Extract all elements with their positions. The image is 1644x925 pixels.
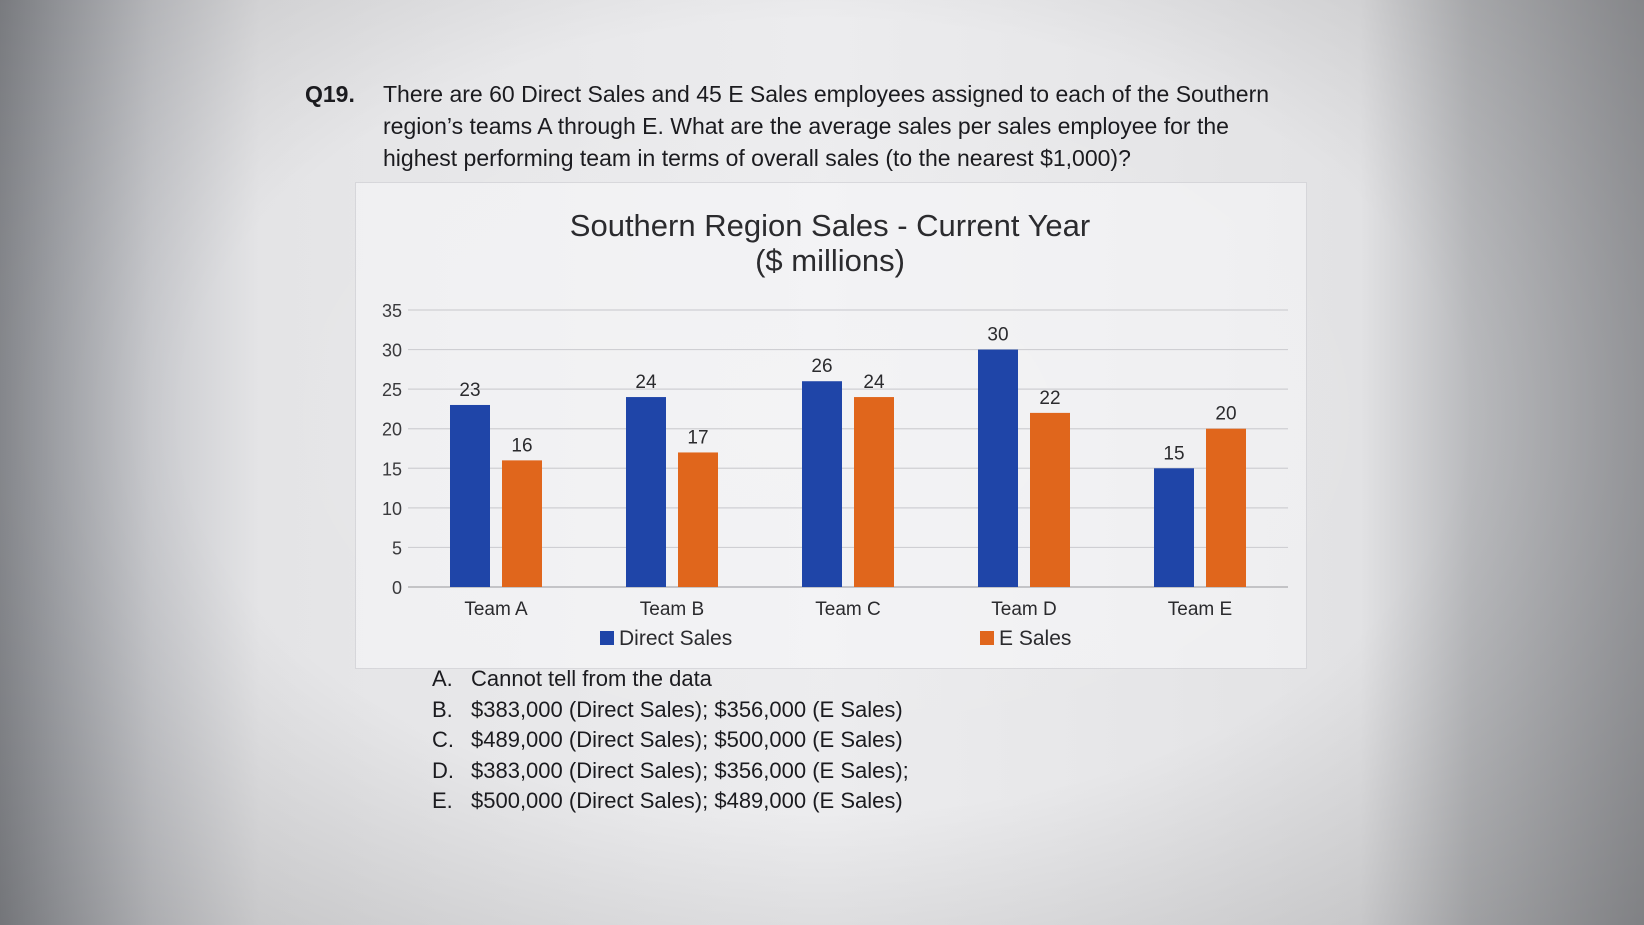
chart-title-line1: Southern Region Sales - Current Year bbox=[569, 208, 1091, 243]
x-tick-label: Team D bbox=[991, 599, 1056, 620]
chart-title: Southern Region Sales - Current Year ($ … bbox=[355, 208, 1305, 278]
y-tick-label: 10 bbox=[382, 499, 402, 519]
bar-direct-sales bbox=[450, 404, 490, 587]
bar-direct-sales bbox=[978, 349, 1018, 587]
bar-e-sales bbox=[1030, 412, 1070, 587]
bar-e-sales bbox=[502, 460, 542, 587]
chart-title-line2: ($ millions) bbox=[755, 243, 905, 278]
data-label: 24 bbox=[863, 372, 885, 393]
answer-list: A. Cannot tell from the data B. $383,000… bbox=[432, 664, 1132, 817]
answer-text: $383,000 (Direct Sales); $356,000 (E Sal… bbox=[471, 757, 909, 783]
data-label: 20 bbox=[1215, 404, 1236, 425]
bar-direct-sales bbox=[1154, 468, 1194, 587]
answer-option-b[interactable]: B. $383,000 (Direct Sales); $356,000 (E … bbox=[432, 695, 1132, 726]
answer-option-e[interactable]: E. $500,000 (Direct Sales); $489,000 (E … bbox=[432, 786, 1132, 817]
answer-text: Cannot tell from the data bbox=[471, 666, 712, 691]
y-tick-label: 0 bbox=[392, 578, 402, 598]
legend-label: E Sales bbox=[999, 627, 1071, 650]
y-tick-label: 20 bbox=[382, 420, 402, 440]
answer-letter: A. bbox=[432, 666, 453, 691]
answer-option-c[interactable]: C. $489,000 (Direct Sales); $500,000 (E … bbox=[432, 725, 1132, 756]
bar-direct-sales bbox=[802, 381, 842, 587]
data-label: 26 bbox=[811, 356, 832, 377]
data-label: 17 bbox=[687, 427, 708, 448]
data-label: 23 bbox=[459, 380, 480, 401]
data-label: 22 bbox=[1039, 388, 1060, 409]
legend-label: Direct Sales bbox=[619, 627, 732, 650]
answer-text: $489,000 (Direct Sales); $500,000 (E Sal… bbox=[471, 727, 903, 752]
bar-e-sales bbox=[1206, 428, 1246, 587]
answer-letter: B. bbox=[432, 696, 453, 722]
legend-swatch bbox=[980, 631, 994, 645]
x-tick-label: Team A bbox=[464, 599, 528, 620]
data-label: 24 bbox=[635, 372, 657, 393]
answer-text: $383,000 (Direct Sales); $356,000 (E Sal… bbox=[471, 696, 903, 722]
y-tick-label: 35 bbox=[382, 301, 402, 321]
bar-e-sales bbox=[854, 397, 894, 587]
answer-text: $500,000 (Direct Sales); $489,000 (E Sal… bbox=[471, 788, 903, 813]
y-tick-label: 25 bbox=[382, 380, 402, 400]
data-label: 16 bbox=[511, 435, 532, 456]
x-tick-label: Team C bbox=[815, 599, 880, 620]
x-tick-label: Team B bbox=[640, 599, 704, 620]
question-number: Q19. bbox=[305, 81, 355, 107]
y-tick-label: 15 bbox=[382, 459, 402, 479]
y-tick-label: 30 bbox=[382, 341, 402, 361]
x-tick-label: Team E bbox=[1168, 599, 1232, 620]
answer-letter: E. bbox=[432, 788, 453, 813]
answer-letter: D. bbox=[432, 757, 454, 783]
data-label: 15 bbox=[1163, 443, 1184, 464]
legend-swatch bbox=[600, 631, 614, 645]
data-label: 30 bbox=[987, 325, 1008, 346]
bar-e-sales bbox=[678, 452, 718, 587]
bar-direct-sales bbox=[626, 397, 666, 587]
answer-option-d[interactable]: D. $383,000 (Direct Sales); $356,000 (E … bbox=[432, 756, 1132, 787]
question-text: There are 60 Direct Sales and 45 E Sales… bbox=[383, 81, 1270, 171]
answer-letter: C. bbox=[432, 727, 454, 752]
answer-option-a[interactable]: A. Cannot tell from the data bbox=[432, 664, 1132, 695]
y-tick-label: 5 bbox=[392, 538, 402, 558]
